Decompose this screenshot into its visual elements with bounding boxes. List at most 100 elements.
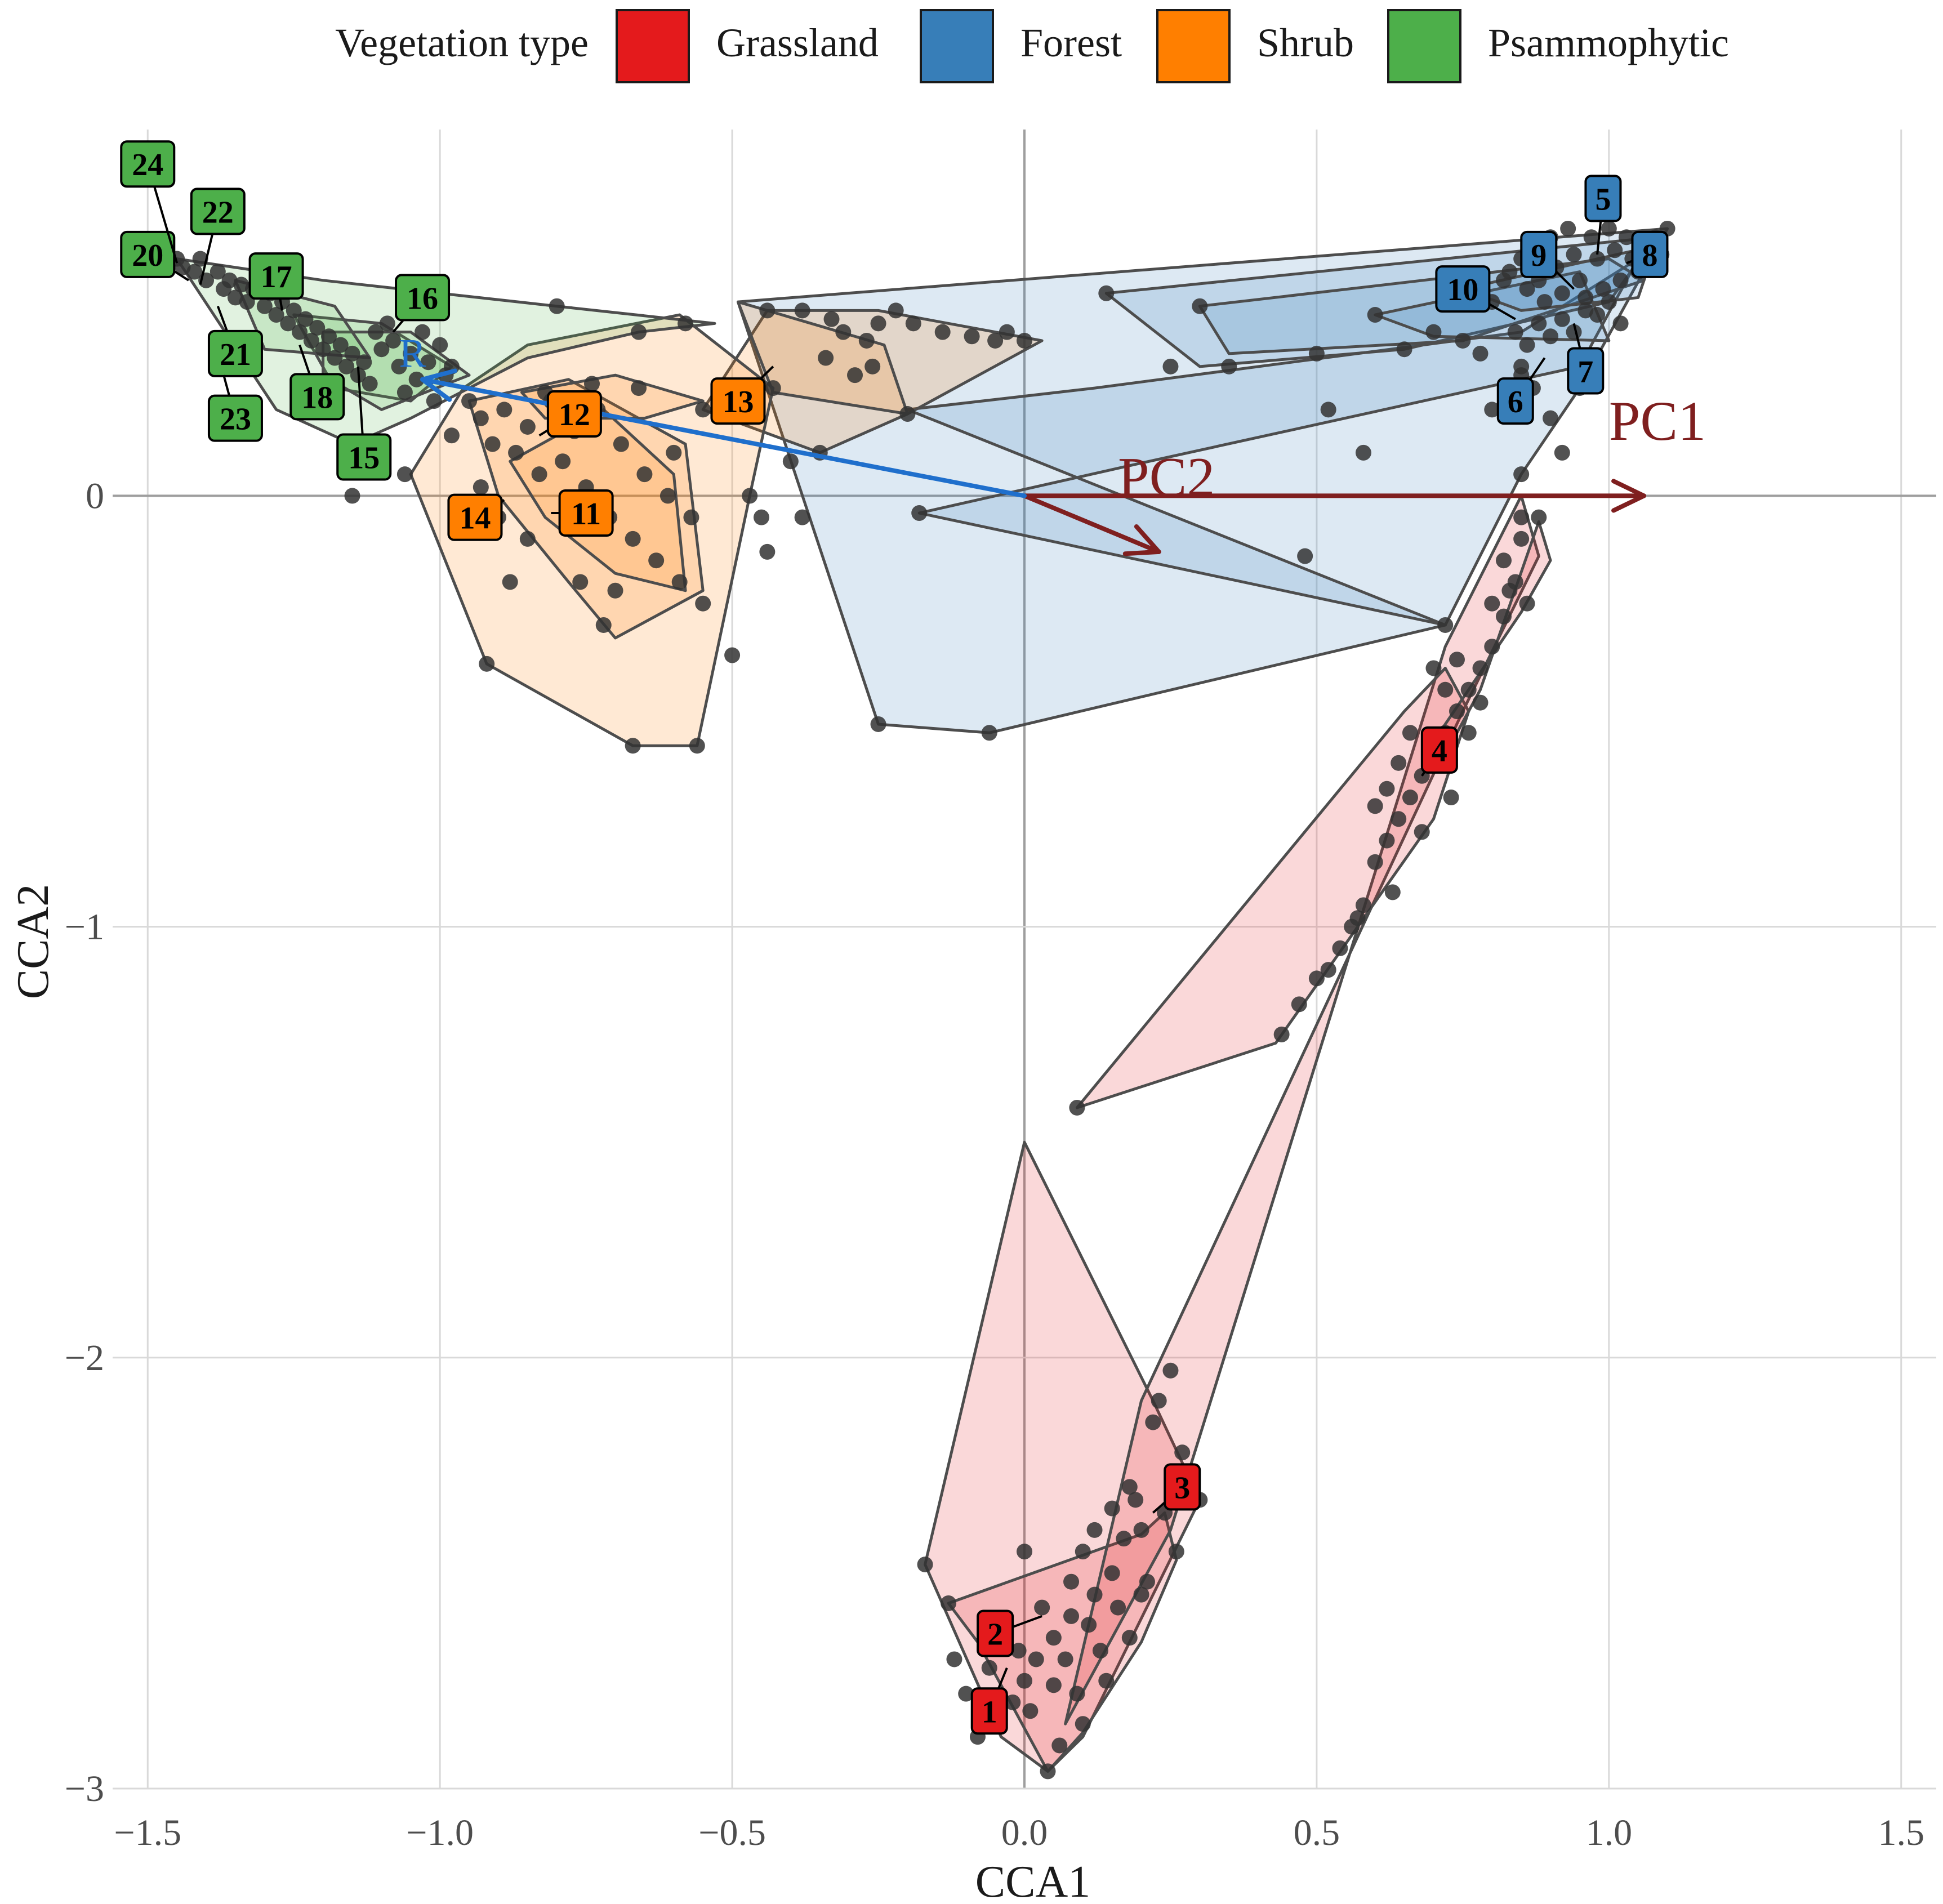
sample-point xyxy=(1449,703,1465,720)
sample-point xyxy=(1045,1630,1062,1646)
sample-point xyxy=(385,332,402,349)
legend-label-shrub: Shrub xyxy=(1257,20,1354,65)
sample-point xyxy=(461,393,478,409)
sample-point xyxy=(1519,281,1535,297)
sample-point xyxy=(1496,608,1512,625)
label-text-10: 10 xyxy=(1447,273,1478,307)
sample-point xyxy=(1040,1763,1056,1780)
sample-point xyxy=(1297,548,1313,564)
label-box-18 xyxy=(289,373,345,421)
label-box-14 xyxy=(447,493,503,541)
sample-point xyxy=(555,453,571,470)
legend-label-psammophytic: Psammophytic xyxy=(1488,20,1729,65)
sample-point xyxy=(1618,229,1634,246)
sample-point xyxy=(899,406,916,422)
sample-point xyxy=(1221,358,1237,374)
label-box-11 xyxy=(558,489,614,537)
convex-hulls xyxy=(175,227,1669,1773)
sample-point xyxy=(659,488,676,504)
sample-point xyxy=(315,341,331,358)
sample-point xyxy=(473,479,489,496)
sample-point xyxy=(1601,294,1617,310)
sample-point xyxy=(1128,1492,1144,1508)
label-text-7: 7 xyxy=(1577,355,1593,390)
sample-point xyxy=(1513,466,1530,483)
arrow-label-pc1: PC1 xyxy=(1609,390,1706,452)
legend-label-grassland: Grassland xyxy=(716,20,879,65)
sample-point xyxy=(1192,298,1208,314)
label-text-1: 1 xyxy=(982,1695,997,1729)
sample-point xyxy=(1355,897,1371,913)
sample-point xyxy=(1379,781,1395,797)
sample-point xyxy=(1501,582,1518,599)
label-text-8: 8 xyxy=(1642,238,1657,273)
sample-point xyxy=(864,358,881,374)
sample-point xyxy=(368,324,384,340)
sample-point xyxy=(531,466,547,483)
sample-point xyxy=(678,315,694,332)
label-text-16: 16 xyxy=(407,281,438,316)
legend-label-forest: Forest xyxy=(1020,20,1122,65)
sample-point xyxy=(210,264,226,280)
sample-point xyxy=(1391,755,1407,771)
hull-grassland xyxy=(1064,494,1540,1725)
sample-point xyxy=(1051,1737,1068,1754)
sample-point xyxy=(420,354,436,371)
sample-point xyxy=(1145,1414,1161,1430)
sample-point xyxy=(1519,337,1535,353)
sample-point xyxy=(408,371,425,387)
sample-point xyxy=(1075,1716,1091,1732)
sample-point xyxy=(870,716,886,732)
x-tick-label: 0.5 xyxy=(1294,1812,1340,1853)
sample-point xyxy=(508,444,524,461)
sample-point xyxy=(1017,1544,1032,1560)
label-box-6 xyxy=(1496,377,1534,425)
axes: −1.5 −1.0 −0.5 0.0 0.5 1.0 1.5 −3 −2 −1 0 xyxy=(65,475,1924,1853)
sample-point xyxy=(1612,315,1629,332)
sample-point xyxy=(1566,246,1582,262)
sample-point xyxy=(1273,1026,1290,1042)
sample-point xyxy=(1554,285,1570,301)
legend: Vegetation type Grassland Forest Shrub P… xyxy=(335,9,1729,83)
sample-point xyxy=(1104,1500,1120,1517)
sample-point xyxy=(309,319,326,336)
sample-point xyxy=(1519,595,1535,612)
legend-swatch-grassland xyxy=(616,9,690,83)
sample-point xyxy=(344,488,360,504)
sample-point xyxy=(1414,824,1430,840)
sample-point xyxy=(1098,285,1115,301)
sample-point xyxy=(1320,962,1336,978)
sample-point xyxy=(519,418,536,435)
sample-point xyxy=(1174,1444,1191,1461)
sample-point xyxy=(1098,1673,1115,1689)
sample-point xyxy=(338,358,355,374)
sample-point xyxy=(1384,884,1401,900)
sample-point xyxy=(631,324,647,340)
label-box-12 xyxy=(546,390,602,438)
sample-point xyxy=(1507,324,1523,340)
sample-point xyxy=(1472,345,1489,362)
sample-point xyxy=(1560,220,1576,237)
sample-point xyxy=(1139,1573,1155,1590)
label-text-21: 21 xyxy=(220,337,251,372)
sample-point xyxy=(613,436,629,452)
sample-point xyxy=(911,505,928,521)
sample-point xyxy=(1116,1531,1132,1547)
sample-point xyxy=(695,595,711,612)
sample-point xyxy=(1121,1479,1138,1495)
y-tick-label: 0 xyxy=(86,475,104,516)
label-box-13 xyxy=(710,377,766,425)
sample-point xyxy=(1104,1565,1120,1581)
biplot-arrows: PC1 PC2 R xyxy=(399,331,1706,556)
sample-point xyxy=(280,315,296,332)
sample-point xyxy=(782,453,799,470)
sample-point xyxy=(964,328,980,345)
sample-point xyxy=(1612,272,1629,288)
arrowhead-r xyxy=(420,368,458,402)
arrow-pc2 xyxy=(1022,493,1161,554)
sample-point xyxy=(1034,1599,1050,1616)
sample-point xyxy=(1121,1630,1138,1646)
sample-point xyxy=(519,530,536,547)
sample-point xyxy=(320,328,337,345)
